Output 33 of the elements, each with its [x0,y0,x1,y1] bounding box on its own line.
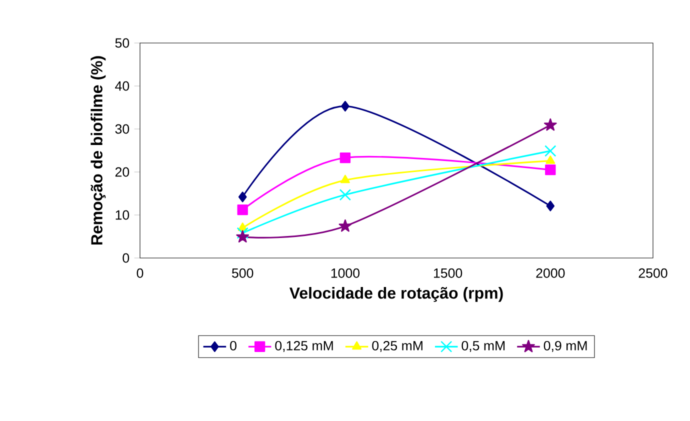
y-tick-label: 0 [122,253,130,263]
point [338,219,352,232]
y-tick-label: 50 [115,38,130,48]
x-tick-label: 500 [232,268,254,278]
x-tick-label: 1500 [434,268,462,278]
x-tick-label: 1000 [331,268,360,278]
legend-label: 0,9 mM [544,340,587,352]
x-tick-label: 2000 [536,268,565,278]
x-axis-title: Velocidade de rotação (rpm) [289,286,503,302]
point [339,188,352,201]
point [544,145,556,157]
legend-label: 0,5 mM [462,340,505,352]
point [341,100,350,112]
point [546,200,555,212]
point [545,164,556,176]
point [546,155,556,164]
legend-label: 0,125 mM [275,340,333,352]
x-tick-label: 0 [136,268,144,278]
point [340,174,350,184]
point [340,152,351,164]
legend-label: 0,25 mM [372,340,422,352]
point [238,192,247,202]
y-axis-title: Remoção de biofilme (%) [90,56,106,245]
y-tick-label: 20 [115,167,130,177]
point [236,230,250,242]
y-tick-label: 40 [115,81,130,91]
legend-label: 0 [230,340,236,350]
y-tick-label: 30 [115,124,130,134]
point [237,204,248,216]
y-tick-label: 10 [116,210,130,220]
point [544,118,557,131]
point [236,227,248,239]
x-tick-label: 2500 [638,268,668,278]
